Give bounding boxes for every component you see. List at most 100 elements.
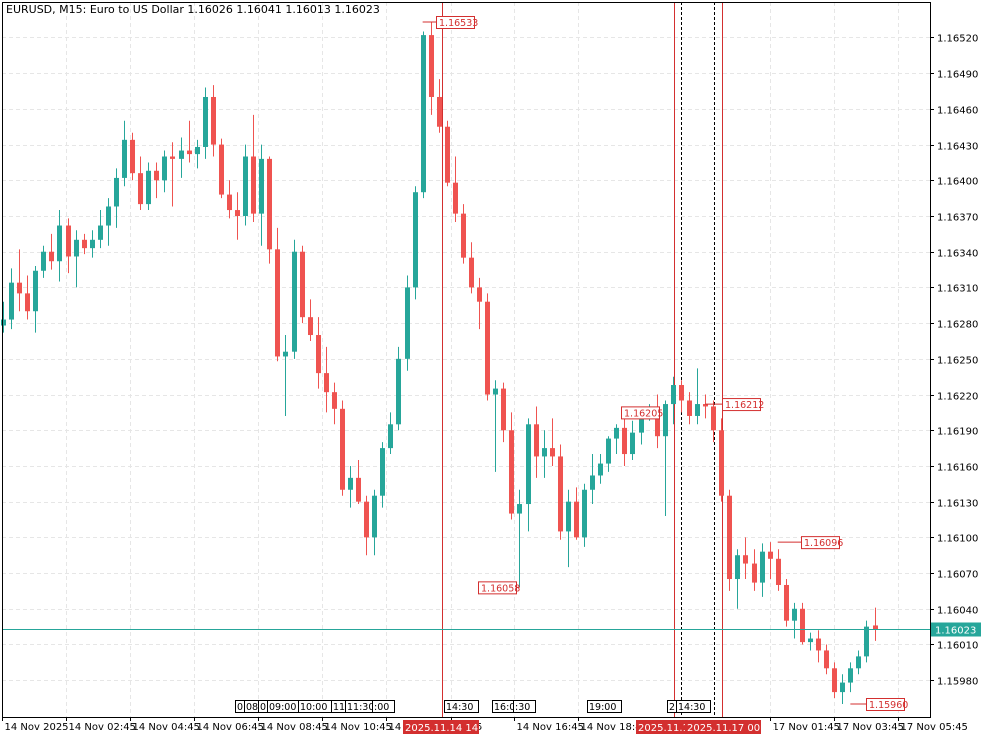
y-tick-label: 1.16490	[937, 70, 978, 81]
candle-body	[711, 406, 716, 431]
candle	[792, 602, 797, 639]
candle	[485, 293, 490, 401]
session-label[interactable]: 10:00	[298, 700, 333, 714]
session-label[interactable]: 19:00	[587, 700, 622, 714]
candle	[275, 227, 280, 362]
candle-body	[558, 456, 563, 532]
price-labels: 1.16533 1.16058 1.16205 1.16212 1.16096 1.159…	[422, 16, 908, 712]
session-label[interactable]: 14:30	[444, 700, 479, 714]
current-price-label: 1.16023	[935, 626, 976, 637]
candle	[33, 265, 38, 333]
candle-body	[501, 388, 506, 431]
candle-body	[308, 317, 313, 336]
candle	[348, 465, 353, 508]
annotation-text: 1.16058	[481, 583, 520, 594]
candle	[82, 233, 87, 255]
candle-body	[655, 412, 660, 437]
candle-body	[300, 251, 305, 318]
candle-body	[598, 463, 603, 476]
price-annotation[interactable]: 1.16533	[422, 16, 479, 30]
candle	[630, 420, 635, 461]
price-annotation[interactable]: 1.15960	[850, 698, 908, 712]
session-label-text: 2	[669, 702, 675, 713]
y-tick-label: 1.16160	[937, 463, 978, 474]
candle-body	[356, 477, 361, 502]
price-annotation[interactable]: 1.16058	[478, 581, 521, 595]
candle-body	[437, 96, 442, 127]
y-tick-label: 1.16220	[937, 392, 978, 403]
candle-body	[526, 424, 531, 505]
candle-body	[187, 150, 192, 155]
candle	[74, 230, 79, 288]
candle-body	[33, 270, 38, 312]
candle	[590, 454, 595, 505]
candle-body	[687, 400, 692, 416]
candle	[292, 239, 297, 359]
y-tick-label: 1.16520	[937, 34, 978, 45]
candle-body	[542, 448, 547, 457]
session-label-text: 14:30	[446, 702, 473, 713]
candle-body	[25, 293, 30, 312]
session-label-text: 16:00	[494, 702, 521, 713]
candle-body	[808, 638, 813, 643]
candle	[840, 674, 845, 704]
candle	[66, 218, 71, 274]
candle-body	[816, 638, 821, 651]
candles	[1, 22, 878, 704]
candle-body	[743, 555, 748, 564]
candle	[429, 22, 434, 115]
candle-body	[195, 146, 200, 155]
candle	[743, 537, 748, 580]
annotation-text: 1.16205	[624, 408, 663, 419]
candle-body	[566, 501, 571, 532]
y-tick-label: 1.16310	[937, 284, 978, 295]
x-tick-label: 17 Nov 03:45	[837, 722, 904, 733]
plot-frame	[2, 2, 931, 718]
y-tick-label: 1.16010	[937, 641, 978, 652]
session-label-text: :30	[515, 702, 530, 713]
candle-body	[727, 495, 732, 580]
candle-body	[219, 144, 224, 195]
y-tick-label: 1.16190	[937, 427, 978, 438]
candle-body	[227, 194, 232, 211]
candle-body	[671, 385, 676, 405]
candle-body	[639, 412, 644, 433]
candle	[542, 430, 547, 478]
x-tick-label: 14 Nov 18:45	[581, 722, 648, 733]
session-label[interactable]: :00	[372, 700, 395, 714]
candle-body	[421, 35, 426, 193]
session-label[interactable]: 09:00	[267, 700, 302, 714]
candle-body	[98, 225, 103, 240]
session-label[interactable]: :30	[513, 700, 536, 714]
candle-body	[873, 625, 878, 630]
session-label[interactable]: 14:30	[676, 700, 711, 714]
candle-body	[477, 287, 482, 302]
candle	[405, 275, 410, 371]
candle	[501, 382, 506, 443]
candle	[856, 650, 861, 675]
session-label-box	[513, 700, 536, 713]
candle	[316, 317, 321, 389]
session-label-text: 10:00	[300, 702, 327, 713]
candle-body	[316, 335, 321, 374]
session-label-text: 14:30	[678, 702, 705, 713]
highlighted-time-tag	[685, 720, 761, 734]
candle	[243, 144, 248, 226]
candle-body	[90, 239, 95, 249]
candle	[308, 299, 313, 341]
annotation-text: 1.16533	[439, 18, 478, 29]
candle-body	[752, 563, 757, 583]
candle	[671, 376, 676, 425]
candle-body	[485, 301, 490, 395]
candle	[421, 31, 426, 199]
candle-body	[179, 150, 184, 159]
price-annotation[interactable]: 1.16096	[777, 536, 844, 550]
candle-body	[380, 448, 385, 496]
candle	[227, 180, 232, 219]
price-annotation[interactable]: 1.16212	[705, 398, 764, 412]
candle	[477, 277, 482, 330]
price-annotation[interactable]: 1.16205	[621, 406, 664, 420]
candle-body	[679, 385, 684, 401]
